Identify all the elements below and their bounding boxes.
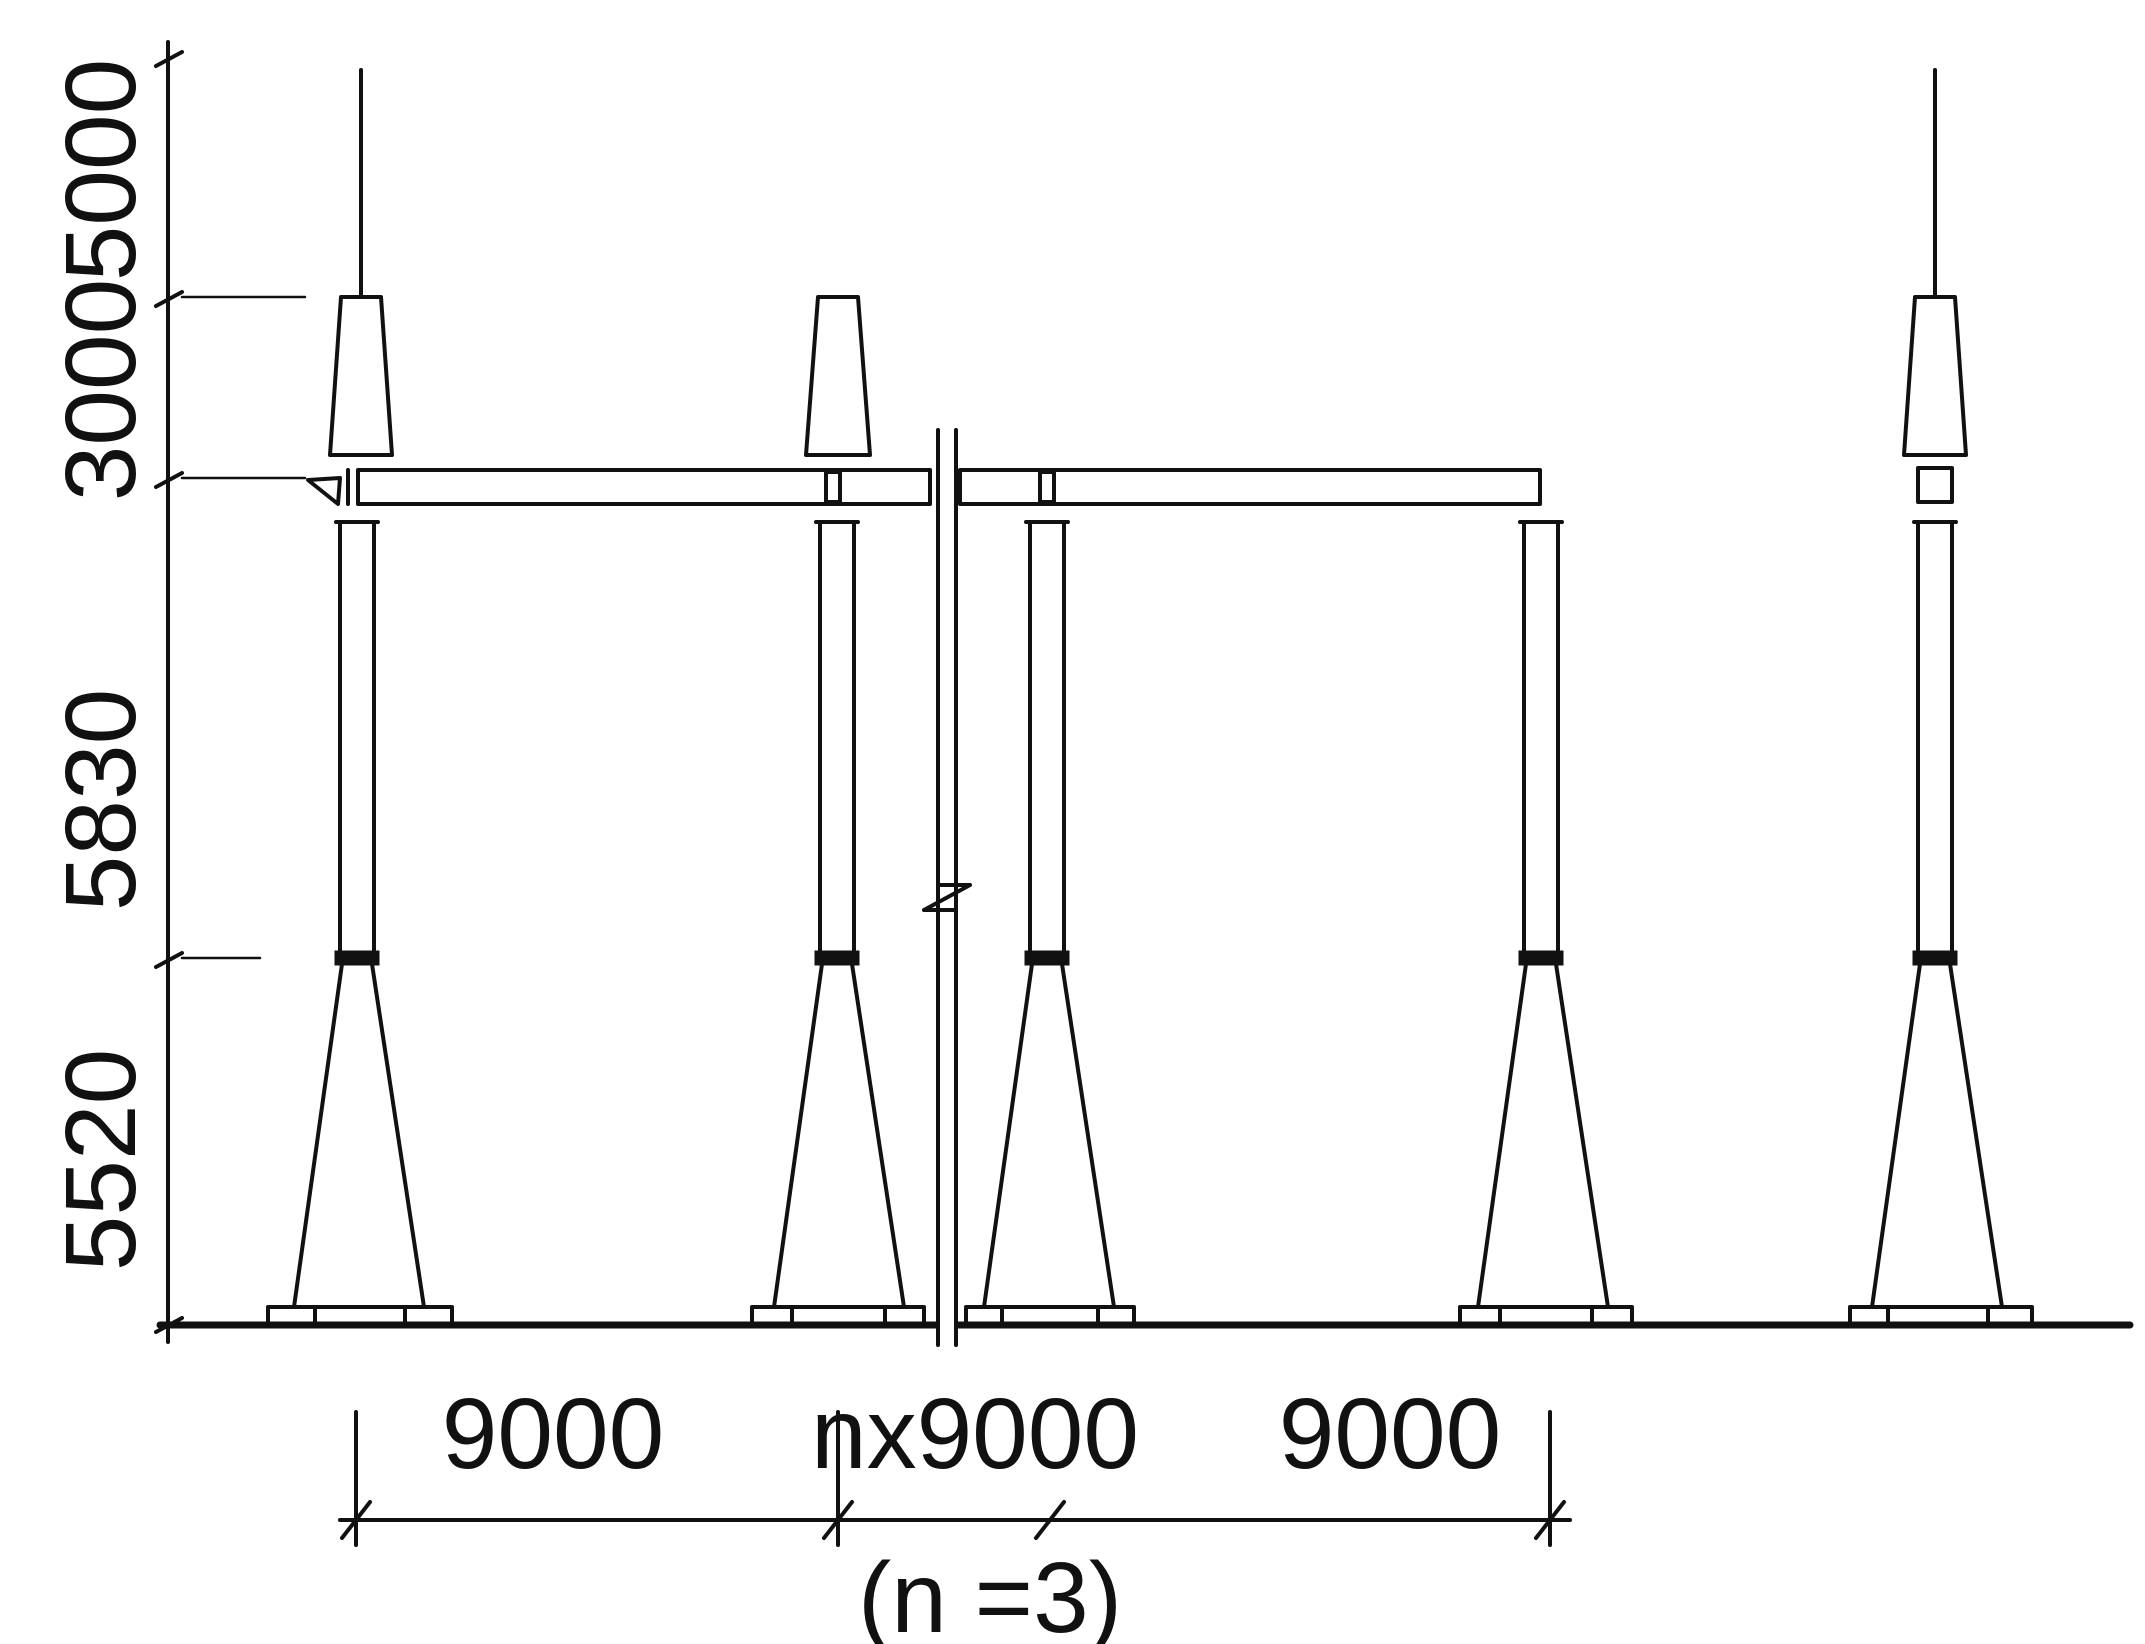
beam-joint-col2 bbox=[824, 470, 842, 504]
dim-label-span-repeated: nx9000 bbox=[811, 1378, 1139, 1490]
beam-end-bracket bbox=[306, 476, 342, 506]
break-line-symbol bbox=[922, 428, 972, 1347]
dim-label-5830: 5830 bbox=[45, 689, 157, 911]
crossbeam-left-span bbox=[356, 468, 932, 506]
dim-label-3000: 3000 bbox=[45, 279, 157, 501]
dim-tick-top bbox=[154, 40, 184, 80]
horizontal-dimension-chain bbox=[338, 1410, 1572, 1547]
dim-tick-joint bbox=[154, 941, 184, 981]
column-4 bbox=[1458, 520, 1634, 1326]
dim-tick-col4 bbox=[1534, 1500, 1566, 1540]
dim-label-5000: 5000 bbox=[45, 59, 157, 281]
dim-tick-col3 bbox=[1034, 1500, 1066, 1540]
column-1 bbox=[266, 68, 454, 1326]
dim-label-span-left: 9000 bbox=[442, 1378, 664, 1490]
column-2 bbox=[750, 295, 926, 1326]
dim-tick-col2 bbox=[822, 1500, 854, 1540]
dim-label-5520: 5520 bbox=[45, 1049, 157, 1271]
repeat-count-note: (n =3) bbox=[858, 1542, 1122, 1644]
column-3 bbox=[964, 520, 1136, 1326]
crossbeam-right-span bbox=[958, 468, 1542, 506]
dim-tick-ground bbox=[154, 1304, 184, 1344]
dim-tick-col1 bbox=[340, 1500, 372, 1540]
column-5 bbox=[1848, 68, 2034, 1326]
beam-joint-col3 bbox=[1038, 470, 1056, 504]
dim-label-span-right: 9000 bbox=[1279, 1378, 1501, 1490]
dim-tick-peak-base bbox=[154, 280, 184, 320]
dim-tick-beam bbox=[154, 461, 184, 501]
vertical-dimension-chain bbox=[154, 40, 307, 1344]
